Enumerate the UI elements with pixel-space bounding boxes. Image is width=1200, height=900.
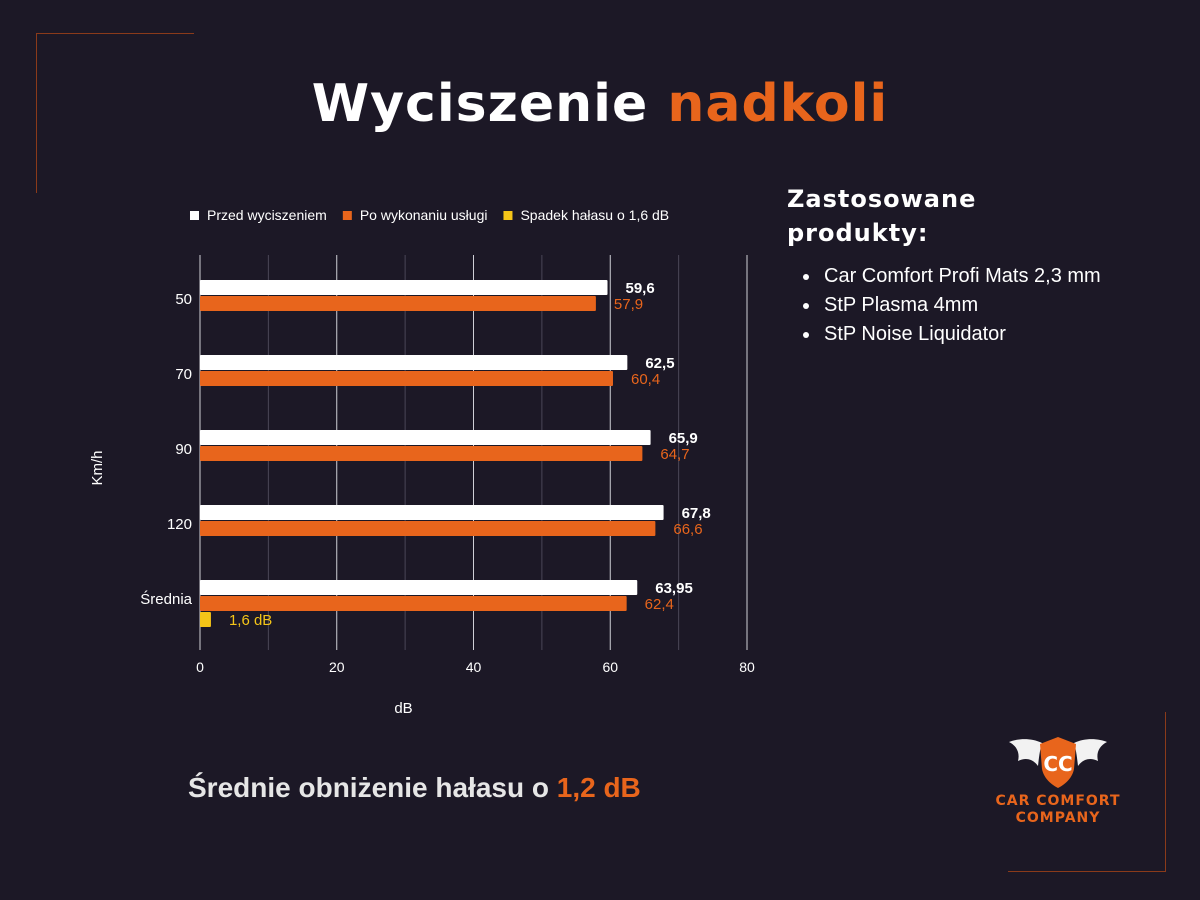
data-label: 59,6 [626,280,655,297]
product-item: StP Plasma 4mm [800,291,1101,320]
products-heading: Zastosowane produkty: [787,182,1167,250]
page-title: Wyciszenie nadkoli [0,74,1200,134]
bar [200,296,596,311]
legend-swatch [503,211,513,220]
data-label: 64,7 [660,446,689,463]
frame-corner-top-left-horizontal [36,33,194,34]
category-label: 90 [175,441,192,458]
summary-text: Średnie obniżenie hałasu o 1,2 dB [188,772,641,804]
x-tick-label: 60 [602,659,618,675]
bar [200,430,651,445]
legend-label: Przed wyciszeniem [207,207,327,223]
products-heading-line2: produkty: [787,219,929,247]
bar [200,580,638,595]
summary-label: Średnie obniżenie hałasu o [188,772,549,803]
y-axis-label: Km/h [89,450,106,485]
frame-corner-bottom-right-horizontal [1008,871,1166,872]
x-tick-label: 20 [329,659,345,675]
category-label: 120 [167,516,192,533]
company-logo: CC CAR COMFORT COMPANY [968,733,1148,833]
frame-corner-bottom-right [1165,712,1166,872]
product-item: Car Comfort Profi Mats 2,3 mm [800,262,1101,291]
product-item: StP Noise Liquidator [800,320,1101,349]
category-label: 70 [175,366,192,383]
data-label: 65,9 [669,430,698,447]
bar [200,612,211,627]
title-part-orange: nadkoli [667,74,889,134]
products-heading-line1: Zastosowane [787,185,977,213]
noise-bar-chart: Przed wyciszeniem Po wykonaniu usługi Spad… [89,207,755,717]
category-label: 50 [175,291,192,308]
data-label: 62,5 [645,355,674,372]
summary-value: 1,2 dB [556,772,641,803]
category-label: Średnia [140,590,192,608]
data-label: 1,6 dB [229,612,272,629]
logo-line1: CAR COMFORT [995,793,1121,809]
frame-corner-top-left [36,33,37,193]
winged-shield-icon: CC [1009,737,1107,788]
data-label: 62,4 [645,596,674,613]
data-label: 60,4 [631,371,660,388]
bar [200,596,627,611]
legend-swatch [342,211,352,220]
x-axis-label: dB [394,700,412,717]
bar [200,355,628,370]
data-label: 57,9 [614,296,643,313]
legend-label: Po wykonaniu usługi [360,207,488,223]
x-tick-label: 80 [739,659,755,675]
products-list: Car Comfort Profi Mats 2,3 mm StP Plasma… [800,262,1101,349]
bar [200,446,643,461]
bar [200,280,608,295]
logo-monogram: CC [1043,752,1072,776]
logo-line2: COMPANY [1015,810,1101,826]
title-part-white: Wyciszenie [311,74,649,134]
legend-label: Spadek hałasu o 1,6 dB [520,207,669,223]
data-label: 67,8 [682,505,711,522]
x-tick-label: 40 [466,659,482,675]
legend-swatch [190,211,199,220]
data-label: 63,95 [655,580,693,597]
x-tick-label: 0 [196,659,204,675]
bar [200,521,656,536]
bar [200,371,613,386]
data-label: 66,6 [673,521,702,538]
bar [200,505,664,520]
